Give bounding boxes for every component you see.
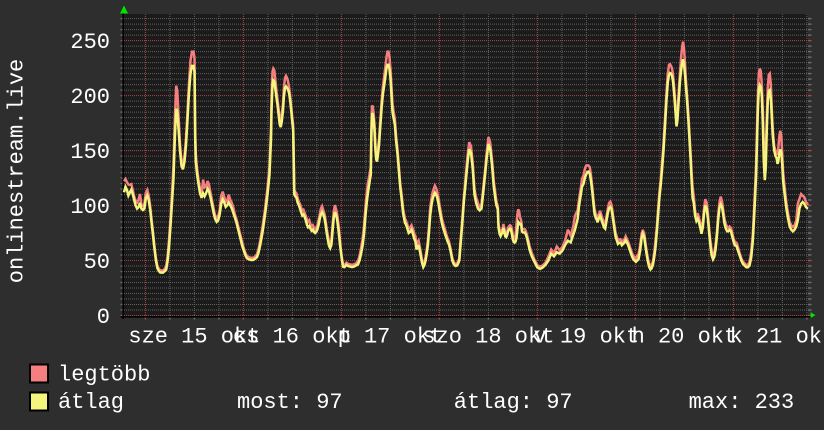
svg-text:200: 200 [70,85,110,110]
svg-text:sze 15 okt: sze 15 okt [128,325,260,350]
svg-text:onlinestream.live: onlinestream.live [5,59,30,283]
svg-text:100: 100 [70,195,110,220]
svg-text:átlag: 97: átlag: 97 [454,390,573,415]
svg-text:most: 97: most: 97 [237,390,343,415]
svg-text:150: 150 [70,140,110,165]
svg-text:v 19 okt: v 19 okt [534,325,640,350]
svg-text:legtöbb: legtöbb [58,363,150,388]
svg-text:h 20 okt: h 20 okt [632,325,738,350]
svg-text:cs 16 okt: cs 16 okt [233,325,352,350]
svg-text:250: 250 [70,30,110,55]
svg-text:k 21 okt: k 21 okt [730,325,824,350]
svg-text:50: 50 [84,250,110,275]
svg-text:0: 0 [97,305,110,330]
svg-text:szo 18 okt: szo 18 okt [422,325,554,350]
svg-text:max: 233: max: 233 [689,390,795,415]
svg-text:p 17 okt: p 17 okt [338,325,444,350]
svg-text:átlag: átlag [58,390,124,415]
